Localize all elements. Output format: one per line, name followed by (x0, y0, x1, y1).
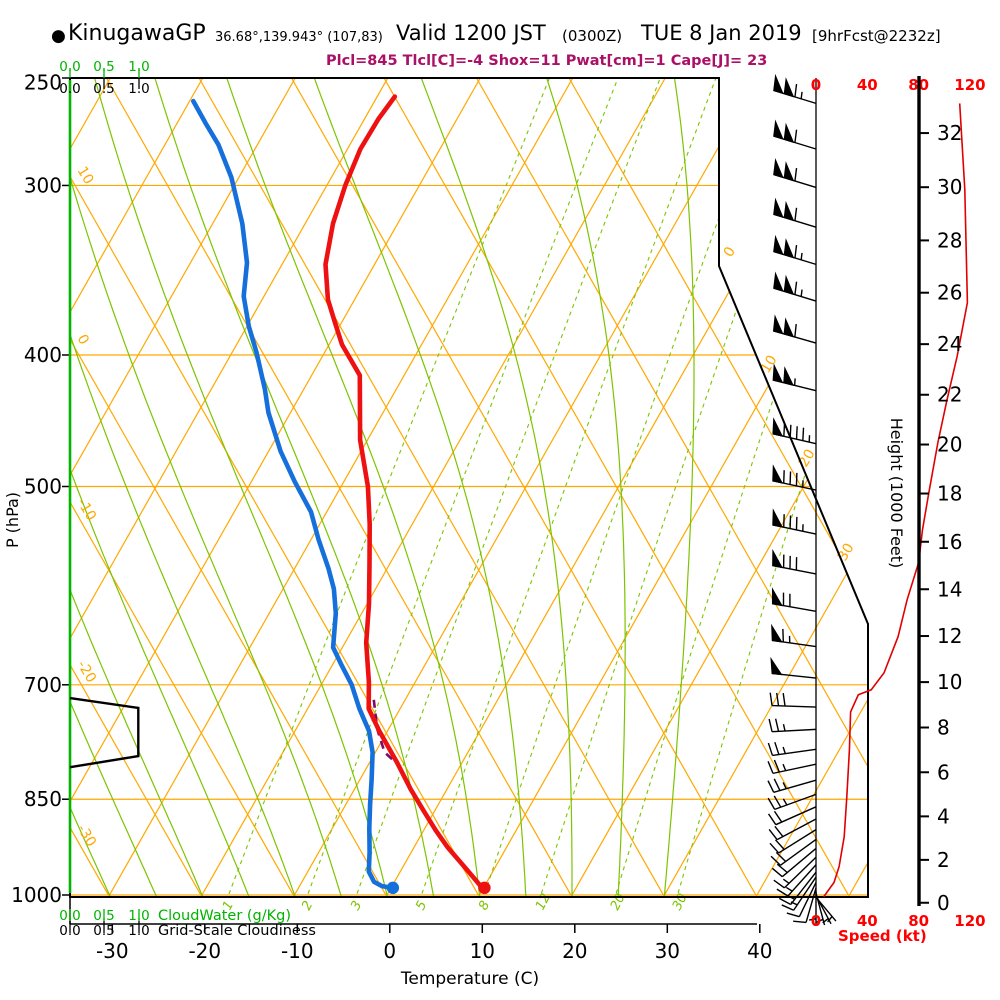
svg-text:0.0: 0.0 (59, 81, 80, 97)
wind-barbs (767, 73, 837, 926)
dry-adiabat-label: -30 (74, 822, 99, 850)
pressure-axis-label: P (hPa) (3, 492, 22, 548)
height-tick-label: 0 (937, 891, 950, 915)
temp-tick-label: 30 (655, 939, 680, 963)
stability-parameters: Plcl=845 Tlcl[C]=-4 Shox=11 Pwat[cm]=1 C… (326, 53, 768, 69)
temperature-curve (323, 94, 487, 891)
height-tick-label: 10 (937, 670, 962, 694)
cloud-scales: 0.00.00.50.51.01.00.00.00.50.51.01.0Clou… (59, 59, 316, 939)
temp-tick-label: -10 (281, 939, 314, 963)
svg-text:40: 40 (857, 912, 878, 930)
temp-tick-label: 10 (470, 939, 495, 963)
temp-axis-label: Temperature (C) (400, 969, 539, 989)
cloudiness-profile (69, 696, 140, 769)
mixing-ratio-label: 5 (413, 899, 430, 913)
svg-text:0.0: 0.0 (59, 59, 80, 75)
height-tick-label: 8 (937, 716, 950, 740)
height-tick-label: 24 (937, 332, 962, 356)
height-tick-label: 26 (937, 281, 962, 305)
height-tick-label: 6 (937, 760, 950, 784)
height-tick-label: 22 (937, 383, 962, 407)
svg-text:1.0: 1.0 (128, 923, 149, 939)
pressure-tick-label: 250 (24, 71, 62, 95)
svg-text:0.0: 0.0 (59, 908, 80, 924)
svg-text:0: 0 (811, 912, 821, 930)
height-tick-label: 12 (937, 624, 962, 648)
station-name: KinugawaGP (68, 21, 206, 46)
surface-temp-dot (478, 881, 491, 895)
dry-adiabat-label: -10 (74, 496, 99, 524)
svg-text:1.0: 1.0 (128, 908, 149, 924)
surface-dewpoint-dot (386, 881, 400, 895)
svg-text:0: 0 (811, 76, 821, 94)
valid-time-label: Valid 1200 JST (396, 21, 546, 45)
svg-text:0.5: 0.5 (93, 59, 114, 75)
height-tick-label: 18 (937, 482, 962, 506)
valid-time-zulu: (0300Z) (562, 27, 623, 45)
wind-speed-curve (823, 103, 969, 898)
height-tick-label: 16 (937, 530, 962, 554)
height-tick-label: 4 (937, 804, 950, 828)
svg-text:1.0: 1.0 (128, 81, 149, 97)
dry-adiabat-label: -20 (74, 658, 99, 686)
height-axis-label: Height (1000 Feet) (887, 418, 906, 569)
station-bullet-icon: ● (51, 26, 66, 46)
speed-axis-label: Speed (kt) (838, 927, 927, 945)
temp-tick-label: -20 (188, 939, 221, 963)
svg-text:0.0: 0.0 (59, 923, 80, 939)
height-tick-label: 30 (937, 175, 962, 199)
svg-text:120: 120 (954, 912, 985, 930)
temp-tick-label: 40 (747, 939, 772, 963)
mixing-ratio-label: 3 (348, 899, 365, 913)
svg-text:0.5: 0.5 (93, 908, 114, 924)
plot-frame (62, 68, 869, 933)
pressure-tick-label: 500 (24, 475, 62, 499)
temp-tick-label: 0 (383, 939, 396, 963)
height-tick-label: 20 (937, 433, 962, 457)
parcel-path (372, 699, 398, 765)
pressure-tick-label: 400 (24, 343, 62, 367)
mixing-ratio-label: 8 (476, 899, 493, 913)
height-tick-label: 32 (937, 121, 962, 145)
cloudwater-label: CloudWater (g/Kg) (158, 908, 291, 924)
svg-text:120: 120 (954, 76, 985, 94)
sounding-curves (191, 94, 487, 891)
dewpoint-curve (191, 98, 396, 891)
green-grid (70, 78, 868, 897)
temp-tick-label: 20 (562, 939, 587, 963)
svg-text:0.5: 0.5 (93, 923, 114, 939)
pressure-tick-label: 850 (24, 787, 62, 811)
dry-adiabat-label: 0 (74, 332, 92, 348)
forecast-tag: [9hrFcst@2232z] (812, 27, 941, 45)
svg-text:0.5: 0.5 (93, 81, 114, 97)
height-tick-label: 2 (937, 848, 950, 872)
pressure-tick-label: 300 (24, 173, 62, 197)
valid-date: TUE 8 Jan 2019 (641, 21, 802, 45)
svg-text:40: 40 (857, 76, 878, 94)
dry-adiabat-label: 10 (74, 164, 97, 188)
height-tick-label: 28 (937, 228, 962, 252)
pressure-tick-label: 1000 (11, 883, 62, 907)
svg-text:1.0: 1.0 (128, 59, 149, 75)
temp-tick-label: -30 (96, 939, 129, 963)
svg-text:80: 80 (908, 912, 929, 930)
cloudiness-label: Grid-Scale Cloudiness (158, 923, 316, 939)
station-coordinates: 36.68°,139.943° (107,83) (215, 30, 383, 45)
pressure-tick-label: 700 (24, 673, 62, 697)
height-tick-label: 14 (937, 577, 962, 601)
speed-axis: 0040408080120120Speed (kt) (811, 76, 986, 945)
isotherm-label: 0 (721, 244, 739, 260)
mixing-ratio-label: 2 (299, 899, 316, 913)
